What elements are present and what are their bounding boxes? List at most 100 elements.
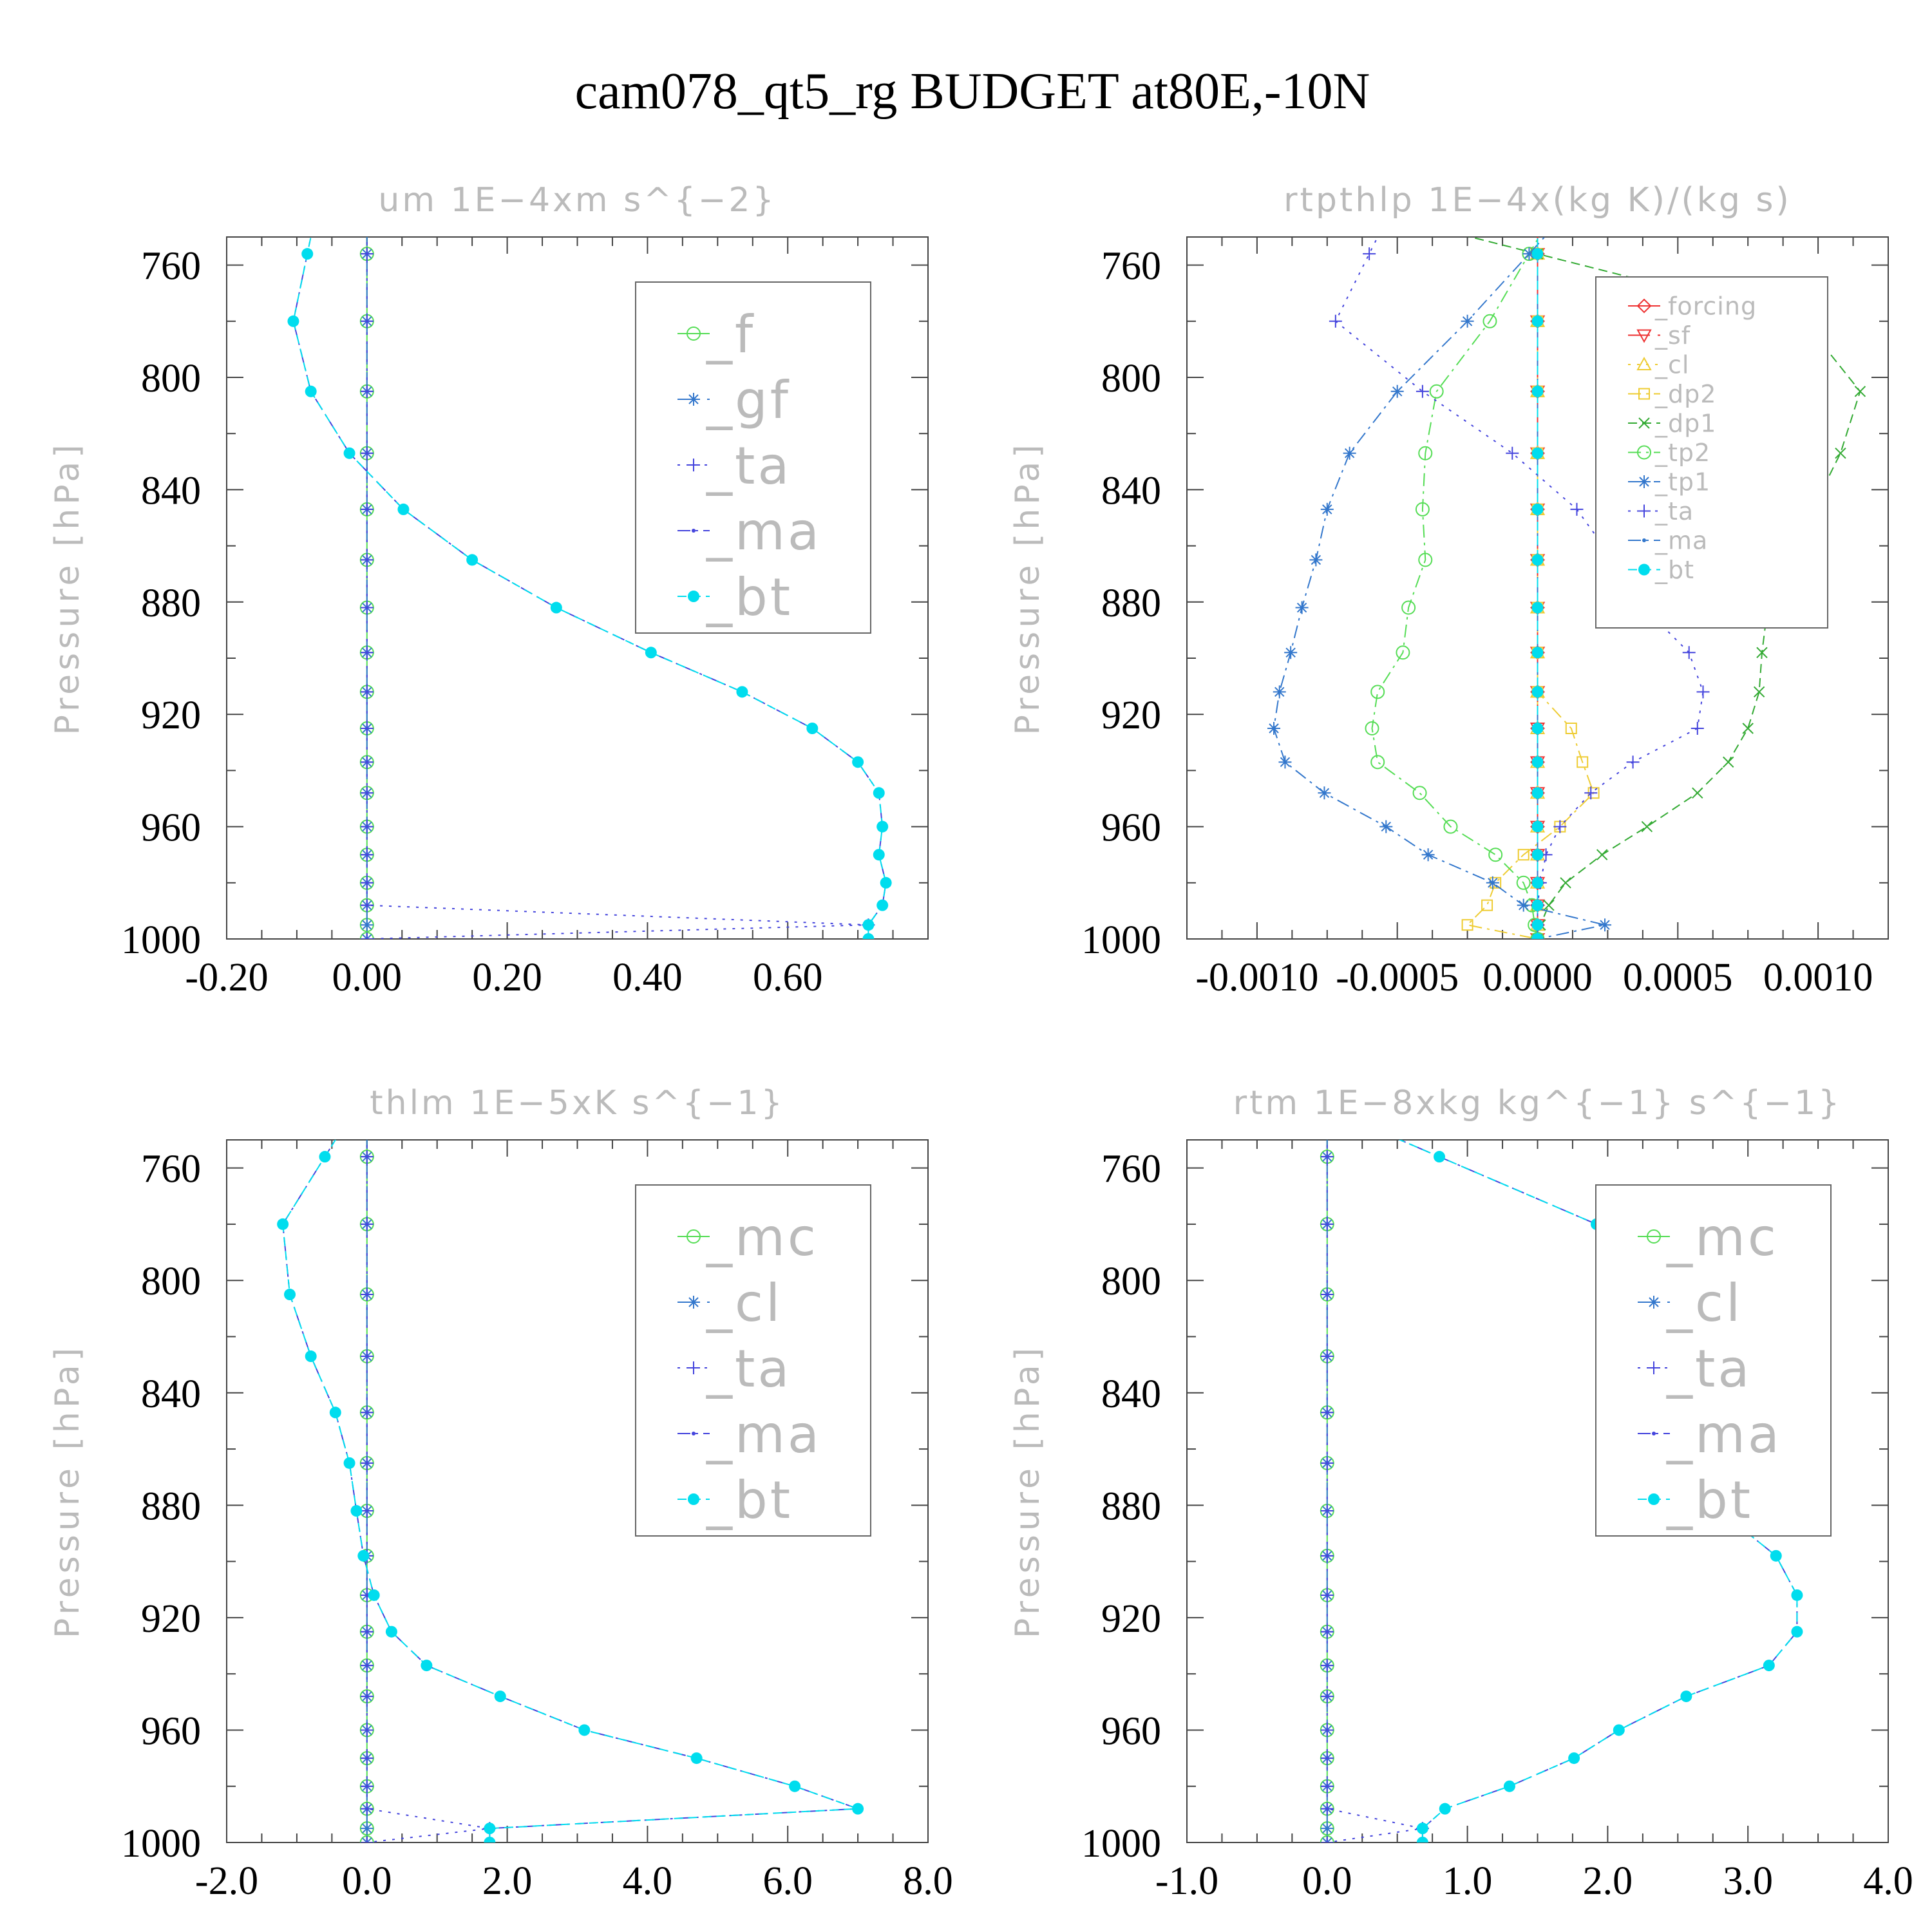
data-point bbox=[1584, 786, 1598, 800]
y-tick-label: 920 bbox=[141, 694, 201, 737]
data-point bbox=[1723, 756, 1734, 768]
data-point bbox=[1418, 553, 1433, 567]
y-tick-label: 800 bbox=[1101, 1260, 1161, 1303]
data-point bbox=[852, 1803, 864, 1815]
x-tick-label: 0.0005 bbox=[1623, 956, 1733, 999]
data-point bbox=[1577, 756, 1589, 768]
data-point bbox=[1543, 899, 1555, 911]
data-point bbox=[360, 1752, 374, 1765]
legend-item: _ta bbox=[677, 1339, 789, 1399]
data-point bbox=[1565, 723, 1577, 734]
data-point bbox=[1439, 1803, 1451, 1815]
data-point bbox=[1531, 686, 1544, 698]
legend-item: _bt bbox=[677, 567, 793, 627]
data-point bbox=[360, 685, 374, 699]
data-point bbox=[360, 601, 374, 614]
data-point bbox=[1531, 756, 1544, 768]
data-point bbox=[1531, 447, 1544, 459]
panel-title: thlm 1E−5xK s^{−1} bbox=[370, 1084, 784, 1122]
panel-rtm: rtm 1E−8xkg kg^{−1} s^{−1} Pressure [hPa]… bbox=[1009, 1084, 1913, 1903]
y-tick-label: 800 bbox=[1101, 357, 1161, 401]
data-point bbox=[360, 1659, 374, 1672]
data-point bbox=[1682, 646, 1696, 659]
legend-item: _bt bbox=[1638, 1470, 1750, 1530]
legend-label: _cl bbox=[1654, 351, 1689, 379]
data-point bbox=[360, 1779, 374, 1793]
x-tick-label: 3.0 bbox=[1723, 1859, 1773, 1903]
legend-item: _tp2 bbox=[1628, 439, 1710, 467]
data-point bbox=[1626, 755, 1640, 769]
legend-item: _bt bbox=[1628, 556, 1694, 584]
data-point bbox=[1791, 1589, 1803, 1601]
legend-label: _ma bbox=[1666, 1405, 1782, 1464]
x-tick-label: 4.0 bbox=[623, 1859, 673, 1903]
data-point bbox=[873, 787, 885, 799]
panel-title: rtm 1E−8xkg kg^{−1} s^{−1} bbox=[1233, 1084, 1842, 1122]
data-point bbox=[1531, 248, 1544, 260]
legend-label: _bt bbox=[706, 567, 793, 627]
data-point bbox=[1329, 314, 1342, 328]
data-point bbox=[360, 848, 374, 862]
data-point bbox=[1482, 314, 1497, 328]
data-point bbox=[1613, 1724, 1625, 1736]
x-tick-label: 8.0 bbox=[903, 1859, 953, 1903]
y-tick-label: 760 bbox=[141, 1148, 201, 1191]
x-tick-label: -0.0005 bbox=[1336, 956, 1459, 999]
x-tick-label: -2.0 bbox=[195, 1859, 258, 1903]
data-point bbox=[880, 876, 892, 889]
data-point bbox=[287, 315, 299, 327]
data-point bbox=[360, 502, 374, 516]
data-point bbox=[305, 1350, 317, 1363]
data-point bbox=[360, 755, 374, 769]
data-point bbox=[360, 1288, 374, 1302]
data-point bbox=[1401, 600, 1416, 615]
data-point bbox=[852, 756, 864, 768]
legend-marker bbox=[688, 1493, 699, 1505]
data-point bbox=[1641, 820, 1653, 833]
data-point bbox=[1531, 933, 1544, 939]
data-point bbox=[360, 898, 374, 912]
x-tick-label: -0.0010 bbox=[1195, 956, 1318, 999]
data-point bbox=[360, 876, 374, 889]
legend-label: _mc bbox=[1666, 1208, 1779, 1267]
legend-item: _cl bbox=[1628, 351, 1689, 379]
legend: _mc _cl_ta _ma _bt bbox=[1595, 1184, 1832, 1537]
data-point bbox=[1531, 315, 1544, 327]
series-tp1 bbox=[1267, 237, 1612, 939]
legend-item: _gf bbox=[677, 370, 788, 430]
legend-item: _tp1 bbox=[1628, 468, 1710, 497]
x-tick-label: 0.20 bbox=[472, 956, 542, 999]
data-point bbox=[319, 1151, 331, 1163]
data-point bbox=[1418, 446, 1433, 460]
legend-marker bbox=[692, 1432, 696, 1435]
data-point bbox=[1320, 1350, 1334, 1363]
y-axis-label: Pressure [hPa] bbox=[1009, 1344, 1047, 1638]
data-point bbox=[1560, 877, 1571, 889]
data-point bbox=[360, 1625, 374, 1638]
data-point bbox=[1284, 646, 1298, 659]
x-tick-label: 2.0 bbox=[482, 1859, 533, 1903]
data-point bbox=[1770, 1549, 1782, 1562]
y-tick-label: 760 bbox=[1101, 1148, 1161, 1191]
data-point bbox=[1320, 1150, 1334, 1164]
data-point bbox=[1320, 1288, 1334, 1302]
legend-marker bbox=[687, 1361, 700, 1374]
legend-label: _ta bbox=[1666, 1339, 1752, 1399]
data-point bbox=[368, 1589, 380, 1601]
data-point bbox=[1320, 1406, 1334, 1419]
data-point bbox=[1415, 502, 1430, 516]
panel-um: um 1E−4xm s^{−2} Pressure [hPa] 760 800 840 8… bbox=[48, 181, 929, 999]
panel-title: rtpthlp 1E−4x(kg K)/(kg s) bbox=[1283, 181, 1792, 220]
data-point bbox=[1318, 786, 1331, 800]
data-point bbox=[1531, 876, 1544, 889]
legend-item: _ma bbox=[1628, 527, 1707, 555]
y-tick-label: 840 bbox=[1101, 469, 1161, 513]
data-point bbox=[360, 786, 374, 800]
data-point bbox=[360, 1150, 374, 1164]
data-point bbox=[1461, 314, 1474, 328]
legend-item: _f bbox=[677, 305, 753, 365]
data-point bbox=[1503, 1780, 1515, 1792]
x-tick-label: 2.0 bbox=[1583, 1859, 1633, 1903]
legend-item: _mc bbox=[677, 1208, 816, 1267]
y-tick-label: 800 bbox=[141, 357, 201, 401]
